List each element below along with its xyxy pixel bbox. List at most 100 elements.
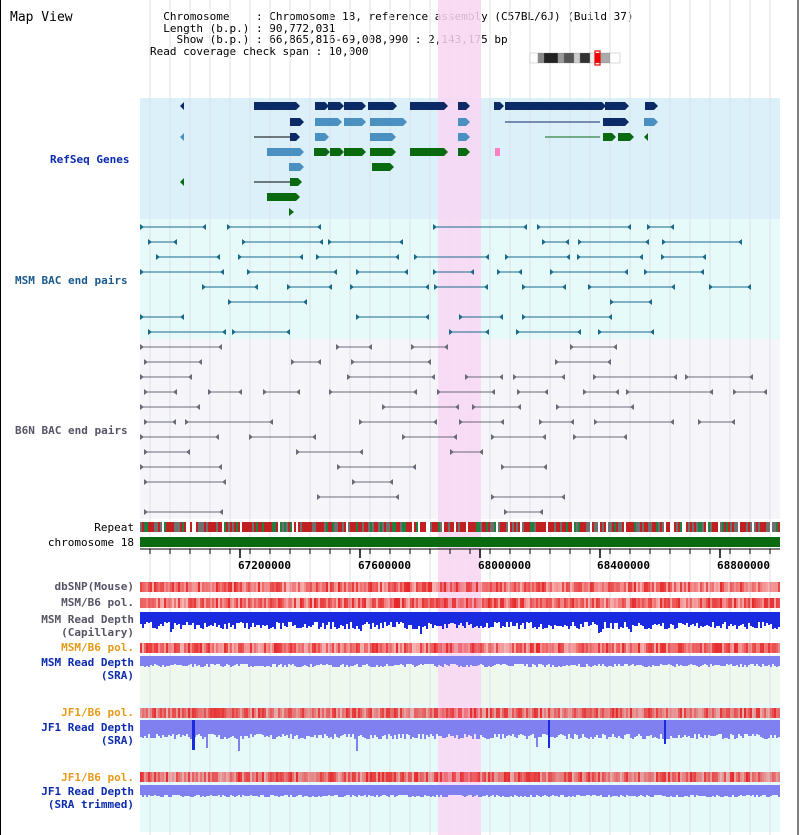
depth-bar [676,720,678,738]
heat-cell [740,598,742,608]
depth-bar [472,612,474,628]
depth-bar [630,656,632,665]
heat-cell [462,643,464,653]
heat-cell [762,598,764,608]
heat-cell [732,598,734,608]
depth-bar [240,612,242,622]
repeat-block [258,522,260,532]
msm-b6-pol-sra-label[interactable]: MSM/B6 pol. [61,641,134,654]
heat-cell [332,772,334,782]
depth-bar [408,612,410,625]
heat-cell [428,772,430,782]
bac-end [556,404,560,410]
heat-cell [688,708,690,718]
repeat-block [198,522,200,532]
dbsnp-label[interactable]: dbSNP(Mouse) [54,580,134,593]
depth-bar [768,656,770,665]
jf1-b6-pol-2-label[interactable]: JF1/B6 pol. [61,771,134,784]
heat-cell [550,582,552,592]
heat-cell [682,582,684,592]
depth-bar [370,720,372,735]
heat-cell [666,643,668,653]
gene-arrow [362,118,366,126]
depth-bar [310,656,312,664]
depth-bar [506,612,508,622]
msm-bac-label[interactable]: MSM BAC end pairs [15,274,128,287]
depth-bar [642,612,644,626]
depth-bar [492,656,494,666]
depth-bar [590,720,592,737]
depth-bar [666,656,668,665]
depth-bar [206,785,208,796]
heat-cell [490,643,492,653]
heat-cell [184,643,186,653]
msm-b6-pol-label[interactable]: MSM/B6 pol. [61,596,134,609]
repeat-block [568,522,570,532]
jf1-b6-pol-label[interactable]: JF1/B6 pol. [61,706,134,719]
heat-cell [264,598,266,608]
depth-bar [772,656,774,664]
heat-cell [708,708,710,718]
repeat-block [512,522,514,532]
bac-end [140,404,144,410]
msm-read-depth-cap-label[interactable]: MSM Read Depth [41,613,134,626]
depth-bar [750,656,752,664]
depth-bar [696,656,698,666]
heat-cell [266,582,268,592]
depth-bar [484,720,486,738]
jf1-read-depth-trim-label[interactable]: JF1 Read Depth [41,785,134,798]
repeat-block [714,522,716,532]
depth-bar [324,720,326,734]
heat-cell [382,772,384,782]
b6n-bac-label[interactable]: B6N BAC end pairs [15,424,128,437]
heat-cell [162,643,164,653]
depth-bar [678,785,680,797]
msm-read-depth-sra-label[interactable]: MSM Read Depth [41,656,134,669]
depth-bar [376,785,378,795]
heat-cell [776,772,778,782]
heat-cell [474,643,476,653]
depth-bar [600,612,602,632]
heat-cell [400,582,402,592]
depth-bar [274,720,276,739]
heat-cell [556,643,558,653]
depth-bar [718,656,720,665]
heat-cell [660,708,662,718]
depth-bar [550,612,552,626]
depth-bar [190,656,192,664]
heat-cell [538,772,540,782]
heat-cell [378,582,380,592]
heat-cell [602,772,604,782]
jf1-read-depth-label[interactable]: JF1 Read Depth [41,721,134,734]
repeat-block [592,522,594,532]
depth-bar [354,785,356,796]
heat-cell [758,582,760,592]
depth-bar [304,612,306,624]
depth-bar [200,720,202,736]
heat-cell [610,643,612,653]
depth-bar [552,720,554,737]
refseq-genes-label[interactable]: RefSeq Genes [50,153,130,166]
depth-bar [144,720,146,736]
heat-cell [382,582,384,592]
depth-bar [622,656,624,666]
repeat-block [324,522,326,532]
heat-cell [284,708,286,718]
depth-bar [322,612,324,623]
depth-bar [302,720,304,738]
heat-cell [518,772,520,782]
heat-cell [224,772,226,782]
depth-bar [524,656,526,666]
depth-bar [514,720,516,737]
heat-cell [312,582,314,592]
depth-bar [170,612,172,632]
depth-bar [690,720,692,738]
depth-bar [314,785,316,797]
depth-bar [442,612,444,629]
ideogram-band [537,52,545,64]
repeat-block [460,522,462,532]
heat-cell [640,643,642,653]
depth-bar [416,720,418,738]
depth-bar [298,720,300,739]
